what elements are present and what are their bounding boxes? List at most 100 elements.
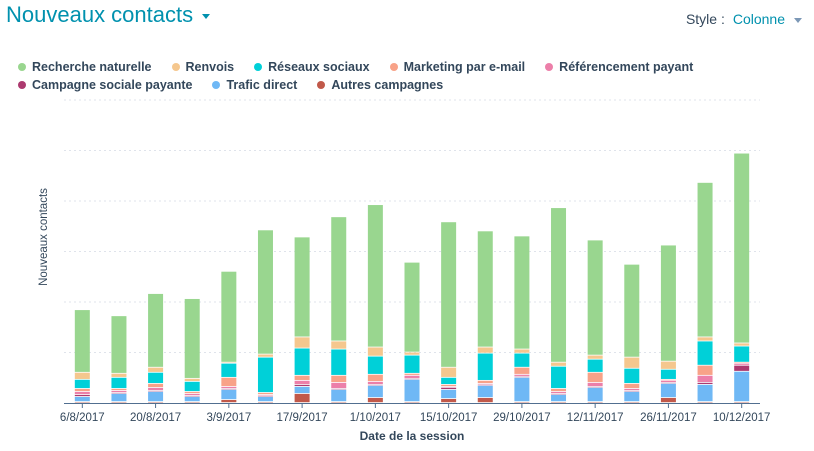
bar-segment[interactable]: Renvois — 17/9/2017: 11 xyxy=(294,337,310,348)
bar-segment[interactable]: Référencement payant — 3/12/2017: 7 xyxy=(697,375,713,382)
bar-segment[interactable]: Campagne sociale payante — 6/8/2017: 2 xyxy=(74,394,90,397)
bar-segment[interactable]: Renvois — 19/11/2017: 11 xyxy=(624,357,640,368)
bar-segment[interactable]: Réseaux sociaux — 27/8/2017: 10 xyxy=(184,381,200,392)
bar-segment[interactable]: Réseaux sociaux — 10/9/2017: 35 xyxy=(257,357,273,393)
bar-segment[interactable]: Renvois — 20/8/2017: 5 xyxy=(148,367,164,372)
bar-segment[interactable]: Référencement payant — 10/12/2017: 2 xyxy=(734,363,750,365)
bar-segment[interactable]: Référencement payant — 26/11/2017: 2 xyxy=(660,380,676,382)
bar-segment[interactable]: Marketing par e-mail — 3/9/2017: 9 xyxy=(221,377,237,387)
bar-segment[interactable]: Campagne sociale payante — 10/12/2017: 6 xyxy=(734,365,750,371)
bar-segment[interactable]: Référencement payant — 29/10/2017: 2 xyxy=(514,374,530,376)
bar-segment[interactable]: Autres campagnes — 15/10/2017: 4 xyxy=(441,398,457,403)
bar-segment[interactable]: Marketing par e-mail — 27/8/2017: 2 xyxy=(184,391,200,394)
legend-item[interactable]: Campagne sociale payante xyxy=(18,76,192,94)
bar-segment[interactable]: Réseaux sociaux — 13/8/2017: 11 xyxy=(111,377,127,389)
bar-segment[interactable]: Réseaux sociaux — 8/10/2017: 18 xyxy=(404,355,420,373)
bar-segment[interactable]: Marketing par e-mail — 3/12/2017: 10 xyxy=(697,365,713,375)
bar-segment[interactable]: Recherche naturelle — 3/9/2017: 90 xyxy=(221,271,237,362)
bar-segment[interactable]: Trafic direct — 10/12/2017: 30 xyxy=(734,371,750,402)
bar-segment[interactable]: Référencement payant — 12/11/2017: 4 xyxy=(587,382,603,387)
bar-segment[interactable]: Trafic direct — 26/11/2017: 14 xyxy=(660,383,676,398)
bar-segment[interactable]: Recherche naturelle — 19/11/2017: 92 xyxy=(624,264,640,357)
bar-segment[interactable]: Recherche naturelle — 10/9/2017: 123 xyxy=(257,230,273,354)
bar-segment[interactable]: Trafic direct — 3/9/2017: 10 xyxy=(221,389,237,400)
bar-segment[interactable]: Marketing par e-mail — 17/9/2017: 5 xyxy=(294,375,310,380)
bar-segment[interactable]: Référencement payant — 24/9/2017: 6 xyxy=(331,382,347,389)
bar-segment[interactable]: Marketing par e-mail — 19/11/2017: 5 xyxy=(624,383,640,389)
bar-segment[interactable]: Réseaux sociaux — 10/12/2017: 16 xyxy=(734,346,750,362)
bar-segment[interactable]: Marketing par e-mail — 15/10/2017: 2 xyxy=(441,384,457,387)
bar-segment[interactable]: Renvois — 3/12/2017: 4 xyxy=(697,337,713,341)
bar-segment[interactable]: Renvois — 10/12/2017: 3 xyxy=(734,343,750,346)
bar-segment[interactable]: Recherche naturelle — 12/11/2017: 114 xyxy=(587,240,603,355)
bar-segment[interactable]: Trafic direct — 1/10/2017: 12 xyxy=(367,385,383,398)
bar-segment[interactable]: Trafic direct — 5/11/2017: 7 xyxy=(551,394,567,402)
bar-segment[interactable]: Recherche naturelle — 3/12/2017: 153 xyxy=(697,182,713,337)
bar-segment[interactable]: Référencement payant — 8/10/2017: 3 xyxy=(404,375,420,378)
legend-item[interactable]: Recherche naturelle xyxy=(18,58,152,76)
bar-segment[interactable]: Renvois — 10/9/2017: 3 xyxy=(257,354,273,357)
bar-segment[interactable]: Réseaux sociaux — 29/10/2017: 14 xyxy=(514,353,530,367)
bar-segment[interactable]: Autres campagnes — 22/10/2017: 5 xyxy=(477,397,493,403)
bar-segment[interactable]: Recherche naturelle — 8/10/2017: 89 xyxy=(404,262,420,352)
legend-item[interactable]: Trafic direct xyxy=(212,76,297,94)
bar-segment[interactable]: Recherche naturelle — 29/10/2017: 112 xyxy=(514,236,530,349)
bar-segment[interactable]: Renvois — 15/10/2017: 10 xyxy=(441,367,457,377)
bar-segment[interactable]: Campagne sociale payante — 15/10/2017: 2 xyxy=(441,387,457,390)
legend-item[interactable]: Marketing par e-mail xyxy=(389,58,525,76)
bar-segment[interactable]: Marketing par e-mail — 29/10/2017: 7 xyxy=(514,367,530,374)
bar-segment[interactable]: Trafic direct — 17/9/2017: 7 xyxy=(294,386,310,394)
bar-segment[interactable]: Trafic direct — 15/10/2017: 9 xyxy=(441,389,457,399)
bar-segment[interactable]: Recherche naturelle — 1/10/2017: 141 xyxy=(367,205,383,347)
bar-segment[interactable]: Référencement payant — 27/8/2017: 2 xyxy=(184,393,200,396)
bar-segment[interactable]: Référencement payant — 5/11/2017: 2 xyxy=(551,391,567,394)
bar-segment[interactable]: Marketing par e-mail — 22/10/2017: 3 xyxy=(477,380,493,384)
bar-segment[interactable]: Référencement payant — 20/8/2017: 3 xyxy=(148,387,164,391)
bar-segment[interactable]: Référencement payant — 1/10/2017: 3 xyxy=(367,381,383,385)
bar-segment[interactable]: Recherche naturelle — 10/12/2017: 188 xyxy=(734,153,750,343)
bar-segment[interactable]: Recherche naturelle — 6/8/2017: 62 xyxy=(74,310,90,372)
bar-segment[interactable]: Trafic direct — 27/8/2017: 5 xyxy=(184,396,200,402)
bar-segment[interactable]: Recherche naturelle — 17/9/2017: 99 xyxy=(294,237,310,337)
bar-segment[interactable]: Renvois — 12/11/2017: 4 xyxy=(587,355,603,359)
bar-segment[interactable]: Réseaux sociaux — 3/12/2017: 24 xyxy=(697,341,713,365)
bar-segment[interactable]: Référencement payant — 6/8/2017: 3 xyxy=(74,391,90,395)
bar-segment[interactable]: Référencement payant — 19/11/2017: 2 xyxy=(624,388,640,391)
legend-item[interactable]: Renvois xyxy=(171,58,234,76)
bar-segment[interactable]: Recherche naturelle — 20/8/2017: 73 xyxy=(148,293,164,367)
bar-segment[interactable]: Réseaux sociaux — 24/9/2017: 26 xyxy=(331,349,347,375)
bar-segment[interactable]: Réseaux sociaux — 5/11/2017: 22 xyxy=(551,366,567,389)
bar-segment[interactable]: Référencement payant — 13/8/2017: 2 xyxy=(111,390,127,393)
bar-segment[interactable]: Renvois — 27/8/2017: 3 xyxy=(184,378,200,381)
legend-item[interactable]: Référencement payant xyxy=(545,58,693,76)
bar-segment[interactable]: Réseaux sociaux — 22/10/2017: 27 xyxy=(477,353,493,380)
bar-segment[interactable]: Trafic direct — 3/12/2017: 17 xyxy=(697,384,713,402)
bar-segment[interactable]: Marketing par e-mail — 6/8/2017: 3 xyxy=(74,388,90,392)
bar-segment[interactable]: Trafic direct — 22/10/2017: 12 xyxy=(477,385,493,398)
bar-segment[interactable]: Autres campagnes — 26/11/2017: 5 xyxy=(660,397,676,403)
bar-segment[interactable]: Réseaux sociaux — 15/10/2017: 7 xyxy=(441,377,457,385)
bar-segment[interactable]: Campagne sociale payante — 17/9/2017: 2 xyxy=(294,384,310,387)
bar-segment[interactable]: Marketing par e-mail — 12/11/2017: 10 xyxy=(587,372,603,382)
bar-segment[interactable]: Réseaux sociaux — 3/9/2017: 14 xyxy=(221,363,237,377)
bar-segment[interactable]: Renvois — 5/11/2017: 4 xyxy=(551,362,567,366)
bar-segment[interactable]: Autres campagnes — 3/9/2017: 3 xyxy=(221,399,237,403)
bar-segment[interactable]: Marketing par e-mail — 20/8/2017: 4 xyxy=(148,383,164,388)
legend-item[interactable]: Réseaux sociaux xyxy=(254,58,370,76)
report-title-dropdown[interactable]: Nouveaux contacts xyxy=(6,2,211,28)
bar-segment[interactable]: Recherche naturelle — 22/10/2017: 115 xyxy=(477,231,493,347)
bar-segment[interactable]: Recherche naturelle — 24/9/2017: 123 xyxy=(331,217,347,341)
bar-segment[interactable]: Autres campagnes — 1/10/2017: 5 xyxy=(367,397,383,403)
legend-item[interactable]: Autres campagnes xyxy=(317,76,443,94)
bar-segment[interactable]: Réseaux sociaux — 20/8/2017: 11 xyxy=(148,372,164,384)
bar-segment[interactable]: Renvois — 13/8/2017: 4 xyxy=(111,373,127,377)
bar-segment[interactable]: Marketing par e-mail — 1/10/2017: 7 xyxy=(367,374,383,381)
bar-segment[interactable]: Référencement payant — 17/9/2017: 4 xyxy=(294,380,310,385)
bar-segment[interactable]: Renvois — 24/9/2017: 8 xyxy=(331,341,347,349)
bar-segment[interactable]: Recherche naturelle — 27/8/2017: 79 xyxy=(184,298,200,378)
bar-segment[interactable]: Recherche naturelle — 13/8/2017: 57 xyxy=(111,316,127,373)
bar-segment[interactable]: Trafic direct — 20/8/2017: 10 xyxy=(148,391,164,402)
bar-segment[interactable]: Trafic direct — 24/9/2017: 12 xyxy=(331,389,347,402)
bar-segment[interactable]: Renvois — 1/10/2017: 9 xyxy=(367,347,383,356)
bar-segment[interactable]: Trafic direct — 6/8/2017: 5 xyxy=(74,396,90,402)
